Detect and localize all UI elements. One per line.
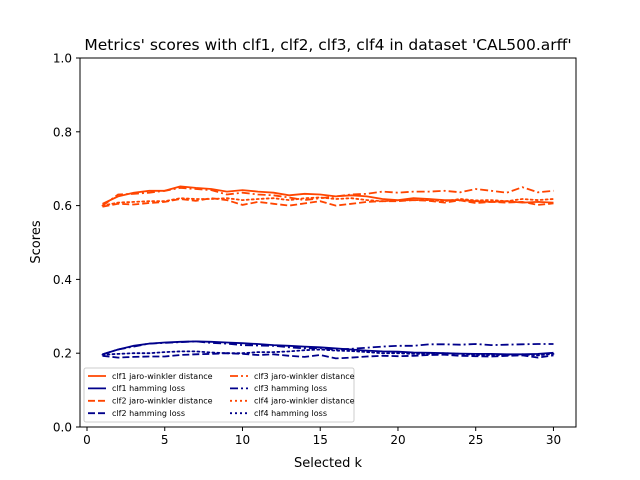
y-tick-label: 0.6: [53, 199, 72, 213]
legend-label: clf2 hamming loss: [112, 409, 185, 418]
legend-label: clf3 hamming loss: [254, 384, 327, 393]
chart-title: Metrics' scores with clf1, clf2, clf3, c…: [84, 36, 571, 54]
y-tick-label: 0.4: [53, 273, 72, 287]
x-tick-label: 25: [468, 433, 483, 447]
legend-label: clf4 hamming loss: [254, 409, 327, 418]
y-axis-label: Scores: [29, 220, 44, 263]
x-tick-label: 15: [313, 433, 328, 447]
x-tick-label: 20: [390, 433, 405, 447]
series-line-8: [101, 348, 555, 357]
series-line-1: [102, 185, 554, 205]
x-tick-label: 0: [83, 433, 91, 447]
legend-box: [83, 367, 355, 423]
x-tick-label: 10: [235, 433, 250, 447]
legend-label: clf2 jaro-winkler distance: [112, 397, 213, 406]
y-tick-label: 0.2: [53, 347, 72, 361]
legend-label: clf1 jaro-winkler distance: [112, 372, 213, 381]
x-axis-label: Selected k: [294, 456, 362, 471]
legend-label: clf4 jaro-winkler distance: [254, 397, 355, 406]
legend-label: clf3 jaro-winkler distance: [254, 372, 355, 381]
x-tick-label: 5: [161, 433, 169, 447]
series-line-7: [101, 196, 555, 207]
series-line-4: [102, 352, 554, 360]
series-line-6: [102, 340, 554, 356]
legend: clf1 jaro-winkler distance clf1 hamming l…: [83, 367, 355, 423]
plot-area: 0 5 10 15 20 25 30 0.0 0.2 0.4 0.6 0.8 1.0: [53, 52, 577, 447]
axes-frame: [79, 57, 577, 428]
x-tick-label: 30: [546, 433, 561, 447]
legend-label: clf1 hamming loss: [112, 384, 185, 393]
y-tick-label: 0.8: [53, 125, 72, 139]
series-line-5: [101, 186, 554, 207]
y-tick-label: 0.0: [53, 421, 72, 435]
y-tick-label: 1.0: [53, 52, 72, 66]
